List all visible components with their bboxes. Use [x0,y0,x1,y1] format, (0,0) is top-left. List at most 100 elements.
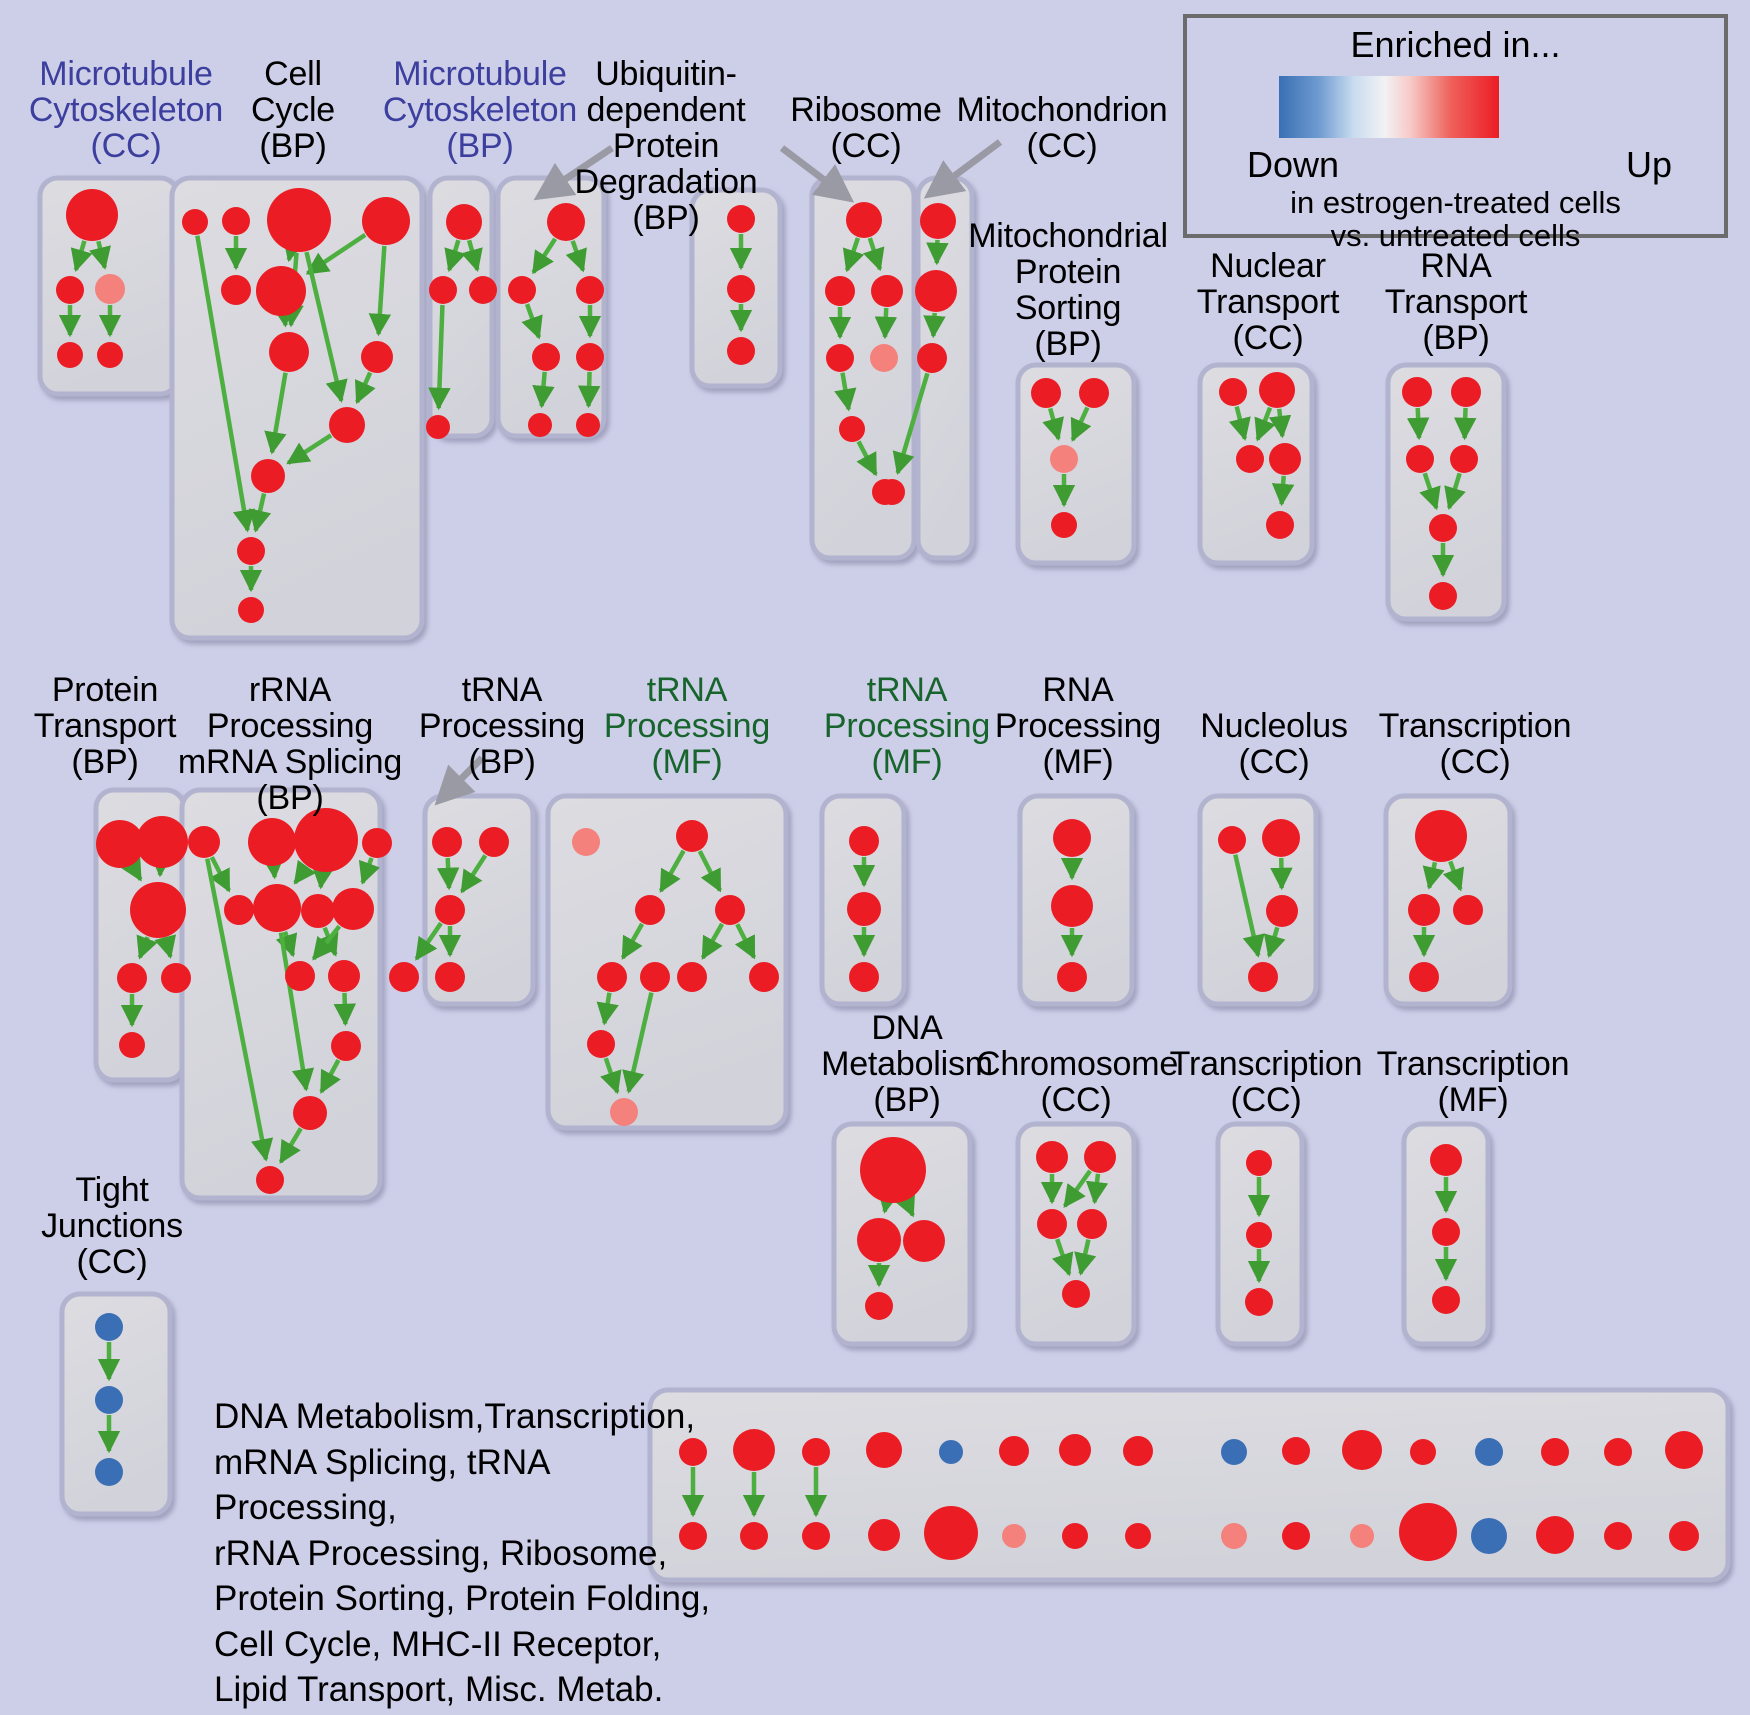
gene-node[interactable] [1453,895,1483,925]
gene-node[interactable] [96,820,144,868]
gene-node[interactable] [328,960,360,992]
gene-node[interactable] [1248,962,1278,992]
gene-node[interactable] [999,1436,1029,1466]
gene-node[interactable] [267,188,331,252]
gene-node[interactable] [1475,1438,1503,1466]
gene-node[interactable] [446,204,482,240]
gene-node[interactable] [860,1137,926,1203]
gene-node[interactable] [679,1438,707,1466]
gene-node[interactable] [1079,378,1109,408]
gene-node[interactable] [1221,1439,1247,1465]
gene-node[interactable] [1432,1218,1460,1246]
gene-node[interactable] [269,332,309,372]
gene-node[interactable] [572,828,600,856]
gene-node[interactable] [1471,1518,1507,1554]
gene-node[interactable] [1057,962,1087,992]
gene-node[interactable] [610,1098,638,1126]
gene-node[interactable] [95,1458,123,1486]
gene-node[interactable] [1062,1280,1090,1308]
gene-node[interactable] [130,882,186,938]
gene-node[interactable] [1259,372,1295,408]
gene-node[interactable] [248,818,296,866]
gene-node[interactable] [256,266,306,316]
gene-node[interactable] [839,416,865,442]
gene-node[interactable] [1053,819,1091,857]
gene-node[interactable] [1406,445,1434,473]
gene-node[interactable] [119,1032,145,1058]
gene-node[interactable] [846,202,882,238]
gene-node[interactable] [97,342,123,368]
gene-node[interactable] [1266,895,1298,927]
gene-node[interactable] [576,276,604,304]
gene-node[interactable] [1123,1436,1153,1466]
gene-node[interactable] [727,275,755,303]
gene-node[interactable] [587,1030,615,1058]
gene-node[interactable] [1415,810,1467,862]
gene-node[interactable] [727,337,755,365]
gene-node[interactable] [903,1220,945,1262]
gene-node[interactable] [1429,582,1457,610]
gene-node[interactable] [715,895,745,925]
gene-node[interactable] [435,962,465,992]
gene-node[interactable] [256,1166,284,1194]
gene-node[interactable] [849,826,879,856]
gene-node[interactable] [117,963,147,993]
gene-node[interactable] [1408,894,1440,926]
gene-node[interactable] [182,209,208,235]
gene-node[interactable] [237,537,265,565]
gene-node[interactable] [635,895,665,925]
gene-node[interactable] [576,343,604,371]
gene-node[interactable] [576,413,600,437]
gene-node[interactable] [871,275,903,307]
gene-node[interactable] [825,276,855,306]
gene-node[interactable] [547,203,585,241]
gene-node[interactable] [939,1440,963,1464]
gene-node[interactable] [1051,512,1077,538]
gene-node[interactable] [917,343,947,373]
gene-node[interactable] [301,894,335,928]
gene-node[interactable] [679,1522,707,1550]
gene-node[interactable] [1125,1523,1151,1549]
gene-node[interactable] [857,1218,901,1262]
gene-node[interactable] [1342,1430,1382,1470]
gene-node[interactable] [1669,1521,1699,1551]
gene-node[interactable] [1246,1222,1272,1248]
gene-node[interactable] [95,1386,123,1414]
gene-node[interactable] [469,276,497,304]
gene-node[interactable] [865,1292,893,1320]
gene-node[interactable] [640,962,670,992]
gene-node[interactable] [1399,1503,1457,1561]
gene-node[interactable] [1219,378,1247,406]
gene-node[interactable] [293,1096,327,1130]
gene-node[interactable] [1282,1522,1310,1550]
gene-node[interactable] [253,884,301,932]
gene-node[interactable] [802,1438,830,1466]
gene-node[interactable] [1037,1209,1067,1239]
gene-node[interactable] [221,275,251,305]
gene-node[interactable] [1451,377,1481,407]
gene-node[interactable] [66,189,118,241]
gene-node[interactable] [749,962,779,992]
gene-node[interactable] [1269,443,1301,475]
gene-node[interactable] [849,962,879,992]
gene-node[interactable] [677,962,707,992]
gene-node[interactable] [1245,1288,1273,1316]
gene-node[interactable] [727,205,755,233]
gene-node[interactable] [435,895,465,925]
gene-node[interactable] [826,344,854,372]
gene-node[interactable] [597,962,627,992]
gene-node[interactable] [1221,1523,1247,1549]
gene-node[interactable] [733,1429,775,1471]
gene-node[interactable] [1084,1141,1116,1173]
gene-node[interactable] [188,826,220,858]
gene-node[interactable] [224,895,254,925]
gene-node[interactable] [361,341,393,373]
gene-node[interactable] [95,1313,123,1341]
gene-node[interactable] [1246,1150,1272,1176]
gene-node[interactable] [222,207,250,235]
gene-node[interactable] [1062,1523,1088,1549]
gene-node[interactable] [332,888,374,930]
gene-node[interactable] [389,962,419,992]
gene-node[interactable] [1430,1144,1462,1176]
gene-node[interactable] [57,342,83,368]
